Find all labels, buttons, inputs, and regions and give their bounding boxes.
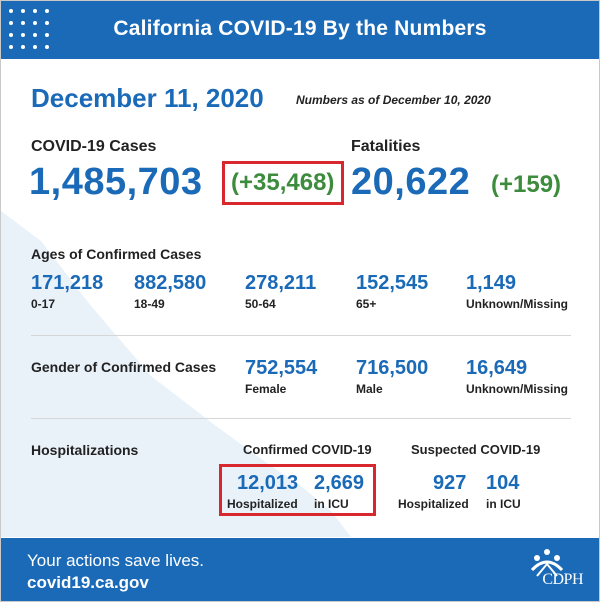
gender-value: 16,649 <box>466 357 528 379</box>
section-divider <box>31 418 571 419</box>
california-map-outline <box>1 211 351 537</box>
age-group-label: 65+ <box>356 297 377 311</box>
gender-label: Male <box>356 382 383 396</box>
age-group-label: Unknown/Missing <box>466 297 568 311</box>
header-banner: California COVID-19 By the Numbers <box>1 1 599 59</box>
gender-value: 716,500 <box>356 357 429 379</box>
confirmed-hospitalized-label: Hospitalized <box>227 497 298 511</box>
hospitalizations-title: Hospitalizations <box>31 442 139 458</box>
fatalities-label: Fatalities <box>351 138 421 155</box>
confirmed-highlight <box>219 464 376 516</box>
confirmed-hospitalized-value: 12,013 <box>237 472 299 494</box>
age-group-label: 0-17 <box>31 297 56 311</box>
fatalities-delta: (+159) <box>491 171 562 198</box>
age-group-value: 278,211 <box>245 272 317 294</box>
age-group-value: 152,545 <box>356 272 429 294</box>
gender-label: Unknown/Missing <box>466 382 568 396</box>
gender-label: Female <box>245 382 287 396</box>
cases-delta: (+35,468) <box>231 169 335 196</box>
age-group-value: 1,149 <box>466 272 517 294</box>
page-title: California COVID-19 By the Numbers <box>113 17 487 40</box>
confirmed-icu-label: in ICU <box>314 497 349 511</box>
cdph-logo-text: CDPH <box>542 571 583 588</box>
footer-tagline: Your actions save lives. <box>27 551 205 570</box>
age-group-label: 18-49 <box>134 297 165 311</box>
suspected-title: Suspected COVID-19 <box>411 442 541 457</box>
footer-banner: Your actions save lives. covid19.ca.gov … <box>1 538 599 601</box>
cases-total: 1,485,703 <box>29 161 203 203</box>
suspected-hospitalized-label: Hospitalized <box>398 497 469 511</box>
suspected-icu-label: in ICU <box>486 497 521 511</box>
dot-grid-icon <box>9 9 51 51</box>
website-link[interactable]: covid19.ca.gov <box>27 573 149 592</box>
fatalities-total: 20,622 <box>351 161 471 203</box>
cases-label: COVID-19 Cases <box>31 138 157 155</box>
section-divider <box>31 335 571 336</box>
age-group-value: 171,218 <box>31 272 104 294</box>
report-date: December 11, 2020 <box>31 83 264 113</box>
confirmed-title: Confirmed COVID-19 <box>243 442 372 457</box>
suspected-hospitalized-value: 927 <box>433 472 467 494</box>
age-group-value: 882,580 <box>134 272 207 294</box>
gender-value: 752,554 <box>245 357 318 379</box>
suspected-icu-value: 104 <box>486 472 520 494</box>
confirmed-icu-value: 2,669 <box>314 472 365 494</box>
cases-delta-highlight <box>222 161 344 205</box>
age-group-label: 50-64 <box>245 297 276 311</box>
as-of-note: Numbers as of December 10, 2020 <box>296 93 491 107</box>
ages-title: Ages of Confirmed Cases <box>31 246 202 262</box>
gender-title: Gender of Confirmed Cases <box>31 359 217 375</box>
cdph-logo-icon <box>530 549 564 577</box>
